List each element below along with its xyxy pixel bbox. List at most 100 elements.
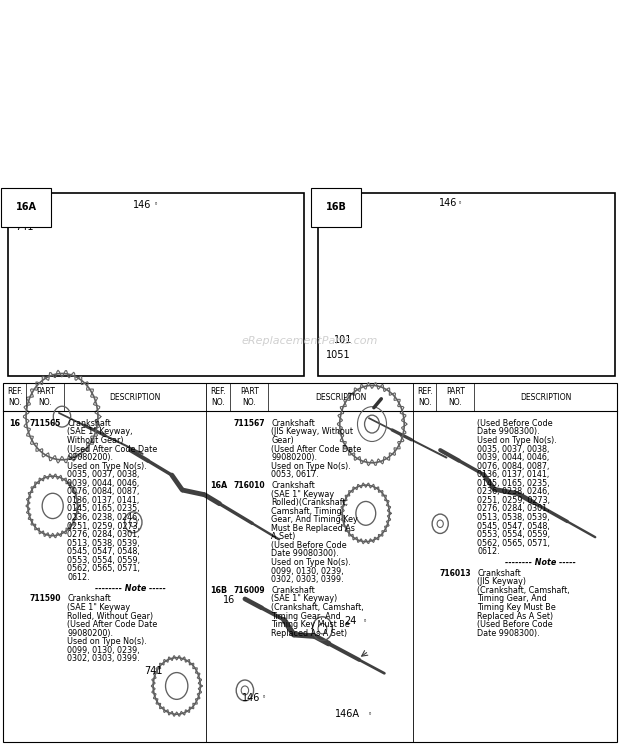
Text: 0562, 0565, 0571,: 0562, 0565, 0571, [67, 565, 140, 574]
Text: 1051: 1051 [326, 350, 350, 360]
Text: 0513, 0538, 0539,: 0513, 0538, 0539, [477, 513, 550, 522]
FancyArrowPatch shape [359, 656, 363, 659]
Text: Crankshaft: Crankshaft [272, 586, 315, 595]
Text: Camshaft, Timing: Camshaft, Timing [272, 507, 342, 516]
Text: 741: 741 [144, 666, 163, 676]
Text: 716013: 716013 [440, 569, 471, 578]
Text: 716009: 716009 [234, 586, 265, 595]
Text: (SAE 1" Keyway,: (SAE 1" Keyway, [67, 427, 133, 437]
Text: 0553, 0554, 0559,: 0553, 0554, 0559, [67, 556, 140, 565]
Text: NO.: NO. [211, 398, 225, 407]
Text: (Used After Code Date: (Used After Code Date [67, 444, 157, 454]
Text: Used on Type No(s).: Used on Type No(s). [272, 558, 352, 567]
Text: 0562, 0565, 0571,: 0562, 0565, 0571, [477, 539, 550, 548]
Text: 0545, 0547, 0548,: 0545, 0547, 0548, [67, 548, 140, 557]
Text: ◦: ◦ [458, 200, 462, 206]
Text: Gear): Gear) [272, 436, 294, 445]
Text: (SAE 1" Keyway): (SAE 1" Keyway) [272, 594, 338, 603]
Text: 146: 146 [439, 198, 458, 208]
Text: 0136, 0137, 0141,: 0136, 0137, 0141, [67, 496, 140, 505]
Text: ◦: ◦ [154, 202, 158, 208]
Text: Date 9908300).: Date 9908300). [477, 629, 540, 638]
Text: 16A: 16A [210, 481, 227, 490]
Text: 0039, 0044, 0046,: 0039, 0044, 0046, [477, 453, 549, 462]
Text: Used on Type No(s).: Used on Type No(s). [67, 638, 147, 647]
Text: NO.: NO. [418, 398, 432, 407]
Text: 16: 16 [9, 419, 20, 428]
Text: 16A: 16A [16, 202, 37, 212]
Text: (Used After Code Date: (Used After Code Date [67, 620, 157, 629]
Text: ◦: ◦ [262, 695, 267, 701]
Text: Must Be Replaced As: Must Be Replaced As [272, 524, 355, 533]
Text: DESCRIPTION: DESCRIPTION [315, 393, 366, 402]
Text: 0099, 0130, 0239,: 0099, 0130, 0239, [67, 646, 140, 655]
Text: 16B: 16B [326, 202, 347, 212]
Text: 0302, 0303, 0399.: 0302, 0303, 0399. [272, 575, 344, 584]
Text: 16B: 16B [210, 586, 227, 595]
Text: 99080200).: 99080200). [67, 629, 113, 638]
Text: (SAE 1" Keyway: (SAE 1" Keyway [272, 490, 335, 498]
Text: Timing Gear, And: Timing Gear, And [477, 594, 547, 603]
Text: 0513, 0538, 0539,: 0513, 0538, 0539, [67, 539, 140, 548]
Text: NO.: NO. [38, 398, 52, 407]
Text: Crankshaft: Crankshaft [272, 481, 315, 490]
Text: NO.: NO. [242, 398, 256, 407]
Text: Date 99080300).: Date 99080300). [272, 550, 339, 559]
Text: Timing Gear, And: Timing Gear, And [272, 612, 341, 620]
Text: 0076, 0084, 0087,: 0076, 0084, 0087, [477, 461, 549, 471]
Text: 711567: 711567 [234, 419, 265, 428]
Text: 99080200).: 99080200). [272, 453, 317, 462]
Text: ◦: ◦ [368, 711, 372, 717]
Text: 0251, 0259, 0273,: 0251, 0259, 0273, [67, 522, 140, 530]
Text: Crankshaft: Crankshaft [272, 419, 315, 428]
Text: PART: PART [446, 387, 464, 396]
Text: 0276, 0284, 0301,: 0276, 0284, 0301, [67, 530, 140, 539]
Text: Used on Type No(s).: Used on Type No(s). [477, 436, 557, 445]
Text: Rolled, Without Gear): Rolled, Without Gear) [67, 612, 153, 620]
Text: (Used Before Code: (Used Before Code [477, 419, 553, 428]
Text: REF.: REF. [7, 387, 22, 396]
Text: 0035, 0037, 0038,: 0035, 0037, 0038, [67, 470, 140, 479]
Text: 741: 741 [334, 214, 352, 225]
Text: Crankshaft: Crankshaft [67, 419, 111, 428]
Text: NO.: NO. [448, 398, 462, 407]
Text: Replaced As A Set): Replaced As A Set) [272, 629, 348, 638]
Text: Used on Type No(s).: Used on Type No(s). [272, 461, 352, 471]
Text: -------- Note -----: -------- Note ----- [505, 558, 575, 567]
Text: 0236, 0238, 0246,: 0236, 0238, 0246, [477, 487, 550, 496]
Text: 101: 101 [334, 335, 352, 345]
Bar [8, 193, 304, 376]
Text: (JIS Keyway): (JIS Keyway) [477, 577, 526, 586]
Text: REF.: REF. [211, 387, 226, 396]
Text: 99080200).: 99080200). [67, 453, 113, 462]
Text: Timing Key Must Be: Timing Key Must Be [272, 620, 350, 629]
Text: Without Gear): Without Gear) [67, 436, 124, 445]
Text: PART: PART [36, 387, 55, 396]
Text: (SAE 1" Keyway: (SAE 1" Keyway [67, 603, 130, 612]
Text: 0053, 0617.: 0053, 0617. [272, 470, 319, 479]
Text: DESCRIPTION: DESCRIPTION [520, 393, 571, 402]
Text: 146: 146 [133, 199, 152, 210]
Bar [3, 383, 617, 742]
Text: 0039, 0044, 0046,: 0039, 0044, 0046, [67, 479, 140, 488]
Text: Gear, And Timing Key: Gear, And Timing Key [272, 516, 358, 525]
Text: 0553, 0554, 0559,: 0553, 0554, 0559, [477, 530, 550, 539]
Text: Crankshaft: Crankshaft [477, 569, 521, 578]
Bar [0, 0, 620, 368]
Text: ◦: ◦ [363, 618, 367, 624]
Text: 0251, 0259, 0273,: 0251, 0259, 0273, [477, 496, 550, 505]
Text: DESCRIPTION: DESCRIPTION [110, 393, 161, 402]
Text: 24: 24 [344, 616, 356, 626]
Text: PART: PART [240, 387, 259, 396]
Text: 0035, 0037, 0038,: 0035, 0037, 0038, [477, 444, 549, 454]
Text: (JIS Keyway, Without: (JIS Keyway, Without [272, 427, 353, 437]
Text: Date 9908300).: Date 9908300). [477, 427, 540, 437]
Text: Timing Key Must Be: Timing Key Must Be [477, 603, 556, 612]
Text: 0236, 0238, 0246,: 0236, 0238, 0246, [67, 513, 140, 522]
Text: (Crankshaft, Camshaft,: (Crankshaft, Camshaft, [477, 586, 570, 595]
Text: NO.: NO. [8, 398, 22, 407]
Text: 741: 741 [16, 222, 34, 232]
Text: A Set): A Set) [272, 533, 296, 542]
Text: (Used After Code Date: (Used After Code Date [272, 444, 361, 454]
Text: 16: 16 [223, 595, 236, 606]
